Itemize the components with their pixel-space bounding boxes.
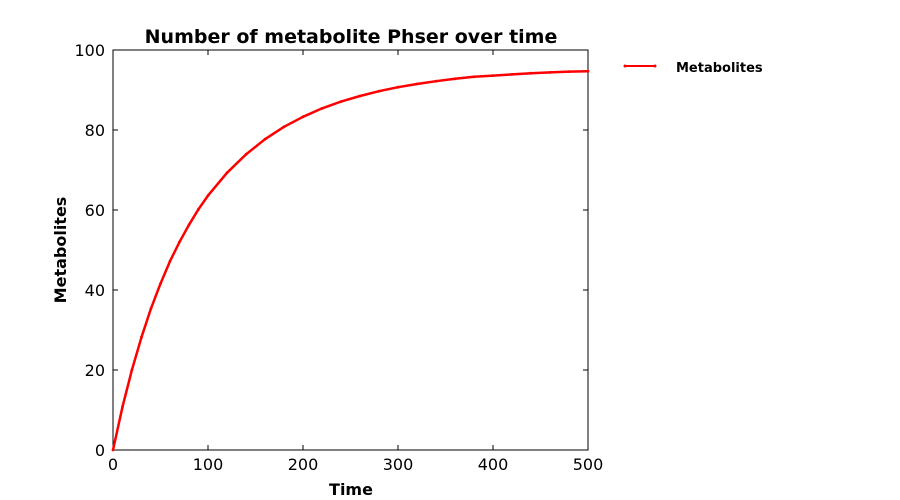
plot-frame (112, 49, 589, 451)
data-point (453, 77, 457, 81)
data-point (111, 448, 115, 452)
data-point (168, 259, 172, 263)
data-point (358, 94, 362, 98)
x-tick-label: 300 (383, 455, 414, 474)
data-point (434, 79, 438, 83)
y-tick-label: 20 (85, 361, 105, 380)
x-axis-title: Time (329, 480, 373, 499)
chart-title: Number of metabolite Phser over time (145, 26, 558, 48)
data-point (140, 335, 143, 339)
data-point (130, 368, 134, 371)
legend-label-metabolites: Metabolites (676, 61, 763, 76)
data-point (301, 115, 305, 119)
y-tick-label: 60 (85, 201, 105, 220)
data-point (377, 89, 381, 93)
x-tick-label: 100 (193, 455, 224, 474)
legend-marker-end (653, 64, 657, 68)
data-point (206, 194, 210, 198)
data-point (149, 307, 153, 310)
x-axis-ticks: 0 100 200 300 400 500 (108, 50, 603, 474)
series-layer (111, 69, 590, 452)
y-tick-label: 40 (85, 281, 105, 300)
x-tick-label: 0 (108, 455, 118, 474)
data-point (187, 223, 191, 227)
data-point (244, 153, 248, 156)
y-tick-label: 0 (95, 441, 105, 460)
data-point (415, 82, 419, 86)
data-point (263, 137, 267, 141)
y-axis-title: Metabolites (51, 197, 70, 304)
y-axis-ticks: 0 20 40 60 80 100 (74, 41, 588, 460)
data-point (567, 70, 571, 73)
data-point (472, 75, 476, 79)
data-point (159, 282, 162, 285)
legend: Metabolites (623, 61, 763, 76)
plot-area: 0 100 200 300 400 500 0 20 40 60 80 100 (74, 41, 603, 474)
x-tick-label: 400 (478, 455, 509, 474)
data-point (529, 71, 533, 75)
data-point (197, 207, 200, 211)
y-tick-label: 100 (74, 41, 105, 60)
data-point (121, 405, 124, 409)
data-point (491, 74, 495, 77)
data-point (510, 73, 514, 76)
x-tick-label: 500 (573, 455, 604, 474)
y-tick-label: 80 (85, 121, 105, 140)
data-point (178, 240, 181, 244)
data-point (586, 69, 590, 73)
data-point (282, 125, 286, 129)
data-point (396, 85, 400, 89)
data-point (548, 71, 552, 74)
legend-marker-start (623, 64, 627, 68)
data-point (339, 100, 343, 103)
data-point (320, 107, 324, 110)
x-tick-label: 200 (288, 455, 319, 474)
data-point (225, 171, 229, 175)
